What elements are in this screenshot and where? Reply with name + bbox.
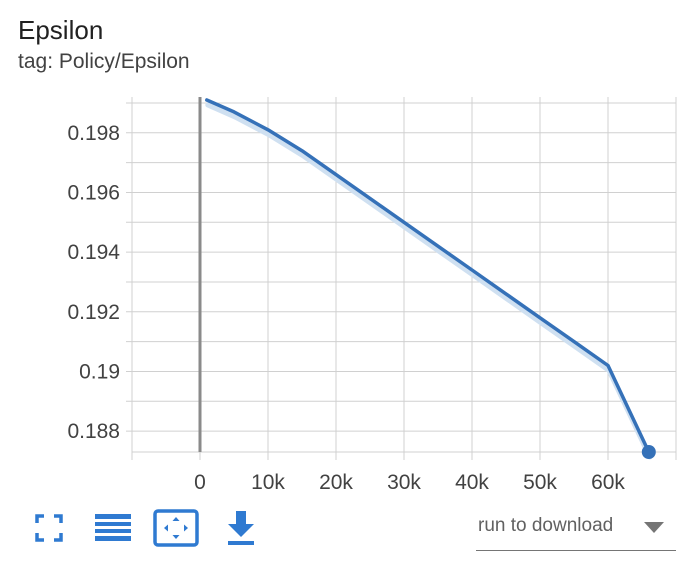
fit-domain-button[interactable] — [153, 505, 199, 551]
x-tick-label: 20k — [319, 471, 353, 494]
x-tick-label: 40k — [455, 471, 489, 494]
chevron-down-icon — [644, 522, 664, 533]
toggle-log-scale-button[interactable] — [90, 505, 136, 551]
fit-domain-icon — [153, 509, 199, 547]
x-tick-label: 30k — [387, 471, 421, 494]
run-select-dropdown[interactable]: run to download — [476, 512, 676, 551]
series-raw-line — [205, 102, 653, 460]
y-tick-label: 0.196 — [67, 181, 120, 204]
y-tick-label: 0.19 — [79, 360, 120, 383]
epsilon-chart: 0 10k 20k 30k 40k 50k 60k 0.188 0.19 0.192 0.194 0.… — [67, 97, 677, 494]
x-tick-label: 60k — [591, 471, 625, 494]
series-line — [205, 98, 651, 454]
dropdown-label: run to download — [478, 515, 614, 536]
y-tick-label: 0.188 — [67, 420, 120, 443]
chart-title: Epsilon — [18, 15, 104, 45]
x-tick-label: 10k — [251, 471, 285, 494]
y-tick-label: 0.198 — [67, 122, 120, 145]
x-tick-label: 50k — [523, 471, 557, 494]
download-icon — [228, 511, 254, 545]
y-tick-label: 0.192 — [67, 301, 120, 324]
y-tick-label: 0.194 — [67, 241, 120, 264]
last-point-marker — [641, 445, 656, 459]
x-tick-label: 0 — [194, 471, 206, 494]
download-button[interactable] — [218, 505, 264, 551]
fullscreen-button[interactable] — [26, 505, 72, 551]
grid-lines — [126, 97, 677, 460]
chart-tag: tag: Policy/Epsilon — [18, 50, 190, 73]
chart-toolbar — [0, 505, 692, 551]
fullscreen-icon — [35, 514, 63, 542]
list-lines-icon — [95, 514, 131, 541]
